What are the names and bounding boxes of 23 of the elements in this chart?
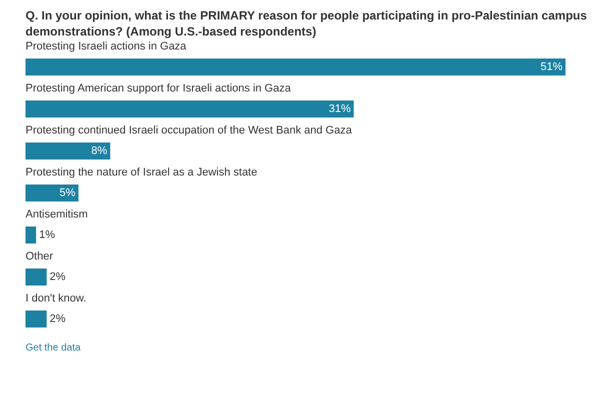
chart-title: Q. In your opinion, what is the PRIMARY reason for people participating in pro-Palestinian campus demonstrations? (Among U.S.-based respondents) (26, 8, 588, 38)
bar (26, 268, 47, 286)
bar (26, 58, 566, 76)
data-label: 51% (540, 61, 563, 73)
y-tick-label: Protesting American support for Israeli actions in Gaza (26, 82, 292, 94)
y-tick-label: Protesting continued Israeli occupation of the West Bank and Gaza (26, 124, 353, 136)
bar (26, 226, 36, 244)
data-label: 2% (50, 271, 66, 283)
y-tick-label: Antisemitism (26, 208, 88, 220)
bar (26, 142, 110, 160)
data-label: 5% (60, 187, 76, 199)
data-label: 31% (328, 103, 351, 115)
text: Get the data (26, 342, 81, 354)
data-label: 1% (39, 229, 56, 241)
data-label: 8% (91, 145, 108, 157)
y-tick-label: I don't know. (26, 292, 86, 304)
y-tick-label: Protesting Israeli actions in Gaza (26, 40, 188, 52)
y-tick-label: Protesting the nature of Israel as a Jewish state (26, 166, 258, 178)
bar (26, 184, 78, 202)
data-label: 2% (50, 313, 66, 325)
y-tick-label: Other (26, 250, 54, 262)
bar (26, 310, 47, 328)
bar (26, 100, 354, 118)
